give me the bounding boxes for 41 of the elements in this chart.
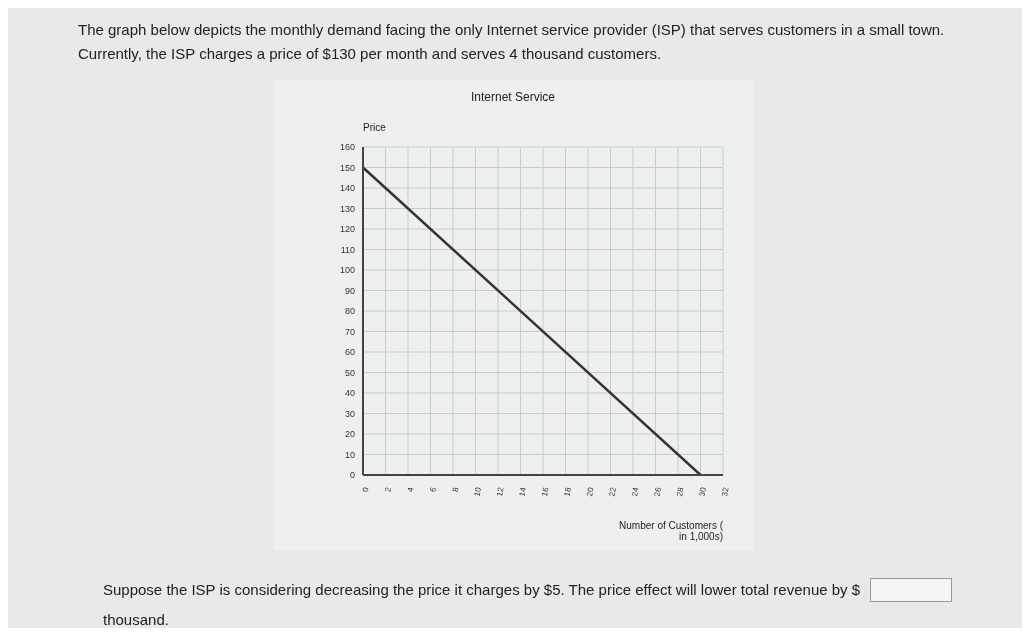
y-tick-label: 10 — [344, 449, 355, 460]
y-tick-label: 100 — [339, 265, 355, 276]
x-tick-label: 32 — [720, 486, 731, 498]
y-tick-label: 60 — [344, 347, 355, 358]
x-tick-label: 20 — [585, 486, 596, 498]
y-tick-label: 50 — [344, 367, 355, 378]
text: Suppose the ISP is considering decreasing the price it charges by $5. The price effect will lower total revenue by $ — [103, 580, 861, 600]
text: thousand. — [103, 610, 170, 630]
x-tick-label: 22 — [607, 486, 619, 498]
chart-title: Internet Service — [469, 90, 556, 104]
y-tick-label: 120 — [339, 224, 355, 235]
x-tick-label: 18 — [562, 486, 574, 498]
y-tick-label: 140 — [339, 183, 355, 194]
y-tick-label: 70 — [344, 326, 355, 337]
x-tick-label: 16 — [540, 486, 551, 498]
x-tick-label: 8 — [450, 486, 461, 493]
x-tick-label: 10 — [472, 486, 484, 498]
x-tick-label: 14 — [517, 486, 529, 498]
x-tick-label: 30 — [697, 486, 709, 498]
x-tick-label: 2 — [383, 486, 394, 493]
x-tick-label: 26 — [652, 486, 664, 498]
y-tick-label: 90 — [344, 285, 355, 296]
x-tick-label: 4 — [405, 486, 416, 493]
y-tick-label: 130 — [339, 203, 355, 214]
text: The graph below depicts the monthly demand facing the only Internet service provider (ISP) that serves customers in a small town. — [78, 20, 946, 40]
y-tick-label: 40 — [344, 388, 355, 399]
y-tick-label: 80 — [344, 306, 355, 317]
x-tick-label: 24 — [630, 486, 641, 498]
y-tick-label: 110 — [340, 244, 355, 255]
x-tick-label: 6 — [428, 486, 439, 493]
y-tick-label: 0 — [349, 470, 355, 481]
text: Currently, the ISP charges a price of $130 per month and serves 4 thousand customers. — [78, 44, 663, 64]
x-axis-title: Number of Customers (in 1,000s) — [618, 520, 723, 542]
y-tick-label: 30 — [344, 408, 355, 419]
x-tick-label: 12 — [495, 486, 506, 498]
y-tick-label: 20 — [344, 429, 355, 440]
y-tick-label: 150 — [339, 162, 355, 173]
y-tick-label: 160 — [339, 142, 355, 153]
x-tick-label: 0 — [360, 486, 371, 493]
x-tick-label: 28 — [675, 486, 686, 498]
y-axis-title: Price — [363, 122, 386, 133]
